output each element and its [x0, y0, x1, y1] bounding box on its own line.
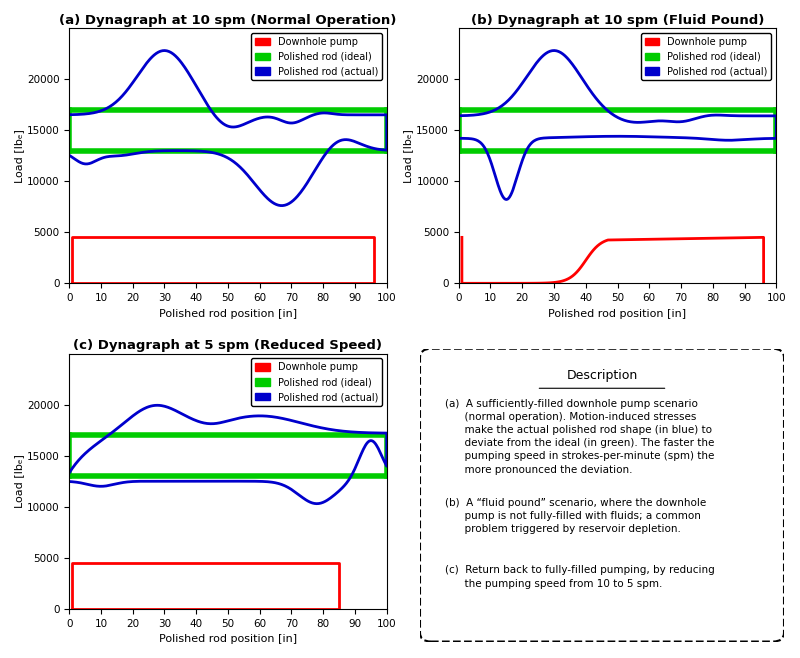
X-axis label: Polished rod position [in]: Polished rod position [in]: [549, 309, 686, 318]
Legend: Downhole pump, Polished rod (ideal), Polished rod (actual): Downhole pump, Polished rod (ideal), Pol…: [251, 33, 382, 80]
X-axis label: Polished rod position [in]: Polished rod position [in]: [159, 309, 297, 318]
Legend: Downhole pump, Polished rod (ideal), Polished rod (actual): Downhole pump, Polished rod (ideal), Pol…: [641, 33, 771, 80]
X-axis label: Polished rod position [in]: Polished rod position [in]: [159, 634, 297, 644]
Text: (a)  A sufficiently-filled downhole pump scenario
      (normal operation). Moti: (a) A sufficiently-filled downhole pump …: [446, 399, 715, 474]
Y-axis label: Load [lbₑ]: Load [lbₑ]: [14, 129, 24, 183]
FancyBboxPatch shape: [420, 349, 784, 642]
Y-axis label: Load [lbₑ]: Load [lbₑ]: [14, 454, 24, 508]
Title: (c) Dynagraph at 5 spm (Reduced Speed): (c) Dynagraph at 5 spm (Reduced Speed): [74, 340, 382, 353]
Title: (a) Dynagraph at 10 spm (Normal Operation): (a) Dynagraph at 10 spm (Normal Operatio…: [59, 14, 397, 27]
Y-axis label: Load [lbₑ]: Load [lbₑ]: [403, 129, 414, 183]
Text: (c)  Return back to fully-filled pumping, by reducing
      the pumping speed fr: (c) Return back to fully-filled pumping,…: [446, 565, 715, 589]
Legend: Downhole pump, Polished rod (ideal), Polished rod (actual): Downhole pump, Polished rod (ideal), Pol…: [251, 359, 382, 406]
Text: (b)  A “fluid pound” scenario, where the downhole
      pump is not fully-filled: (b) A “fluid pound” scenario, where the …: [446, 498, 706, 534]
Text: Description: Description: [566, 369, 638, 382]
Title: (b) Dynagraph at 10 spm (Fluid Pound): (b) Dynagraph at 10 spm (Fluid Pound): [471, 14, 764, 27]
